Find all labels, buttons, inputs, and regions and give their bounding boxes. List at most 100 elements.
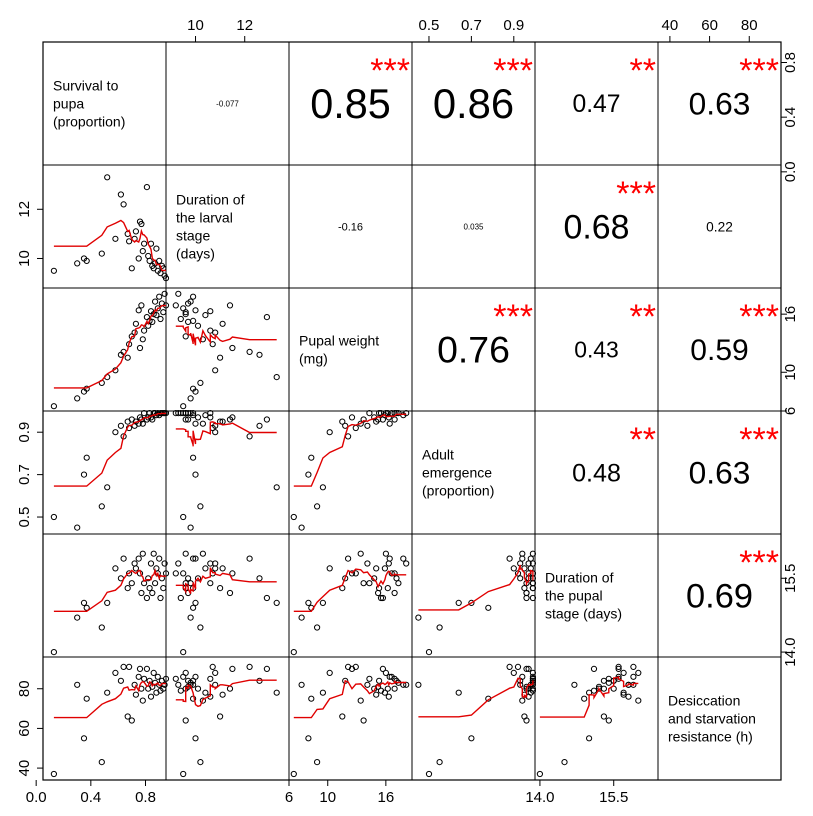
- scatter-point: [308, 454, 315, 461]
- smooth-line: [418, 677, 534, 718]
- scatter-point: [352, 570, 359, 577]
- diagonal-label-line: Duration of: [176, 192, 245, 208]
- scatter-point: [153, 312, 160, 319]
- scatter-point: [376, 410, 383, 417]
- scatter-point: [194, 322, 202, 329]
- scatter-point: [529, 669, 537, 677]
- scatter-point: [373, 565, 380, 572]
- scatter-point: [80, 471, 88, 478]
- scatter-point: [143, 184, 150, 191]
- scatter-point: [377, 594, 385, 602]
- scatter-point: [529, 594, 537, 602]
- scatter-point: [128, 717, 135, 724]
- scatter-point: [156, 257, 163, 264]
- scatter-point: [217, 585, 224, 592]
- scatter-point: [145, 252, 152, 260]
- smooth-line: [53, 304, 166, 389]
- scatter-point: [375, 589, 382, 597]
- scatter-point: [194, 414, 202, 421]
- scatter-point: [143, 594, 150, 602]
- scatter-point: [131, 681, 138, 688]
- scatter-point: [187, 614, 194, 621]
- scatter-point: [625, 693, 632, 700]
- scatter-point: [175, 410, 182, 417]
- top-axis-tick-label: 0.5: [419, 17, 440, 34]
- scatter-point: [376, 677, 383, 684]
- scatter-point: [386, 420, 393, 427]
- scatter-point: [298, 614, 305, 621]
- scatter-point: [290, 513, 297, 521]
- correlation-value: 0.85: [310, 81, 391, 127]
- scatter-point: [207, 675, 214, 682]
- scatter-point: [187, 524, 194, 531]
- scatter-point: [182, 309, 189, 316]
- scatter-point: [360, 580, 367, 587]
- correlation-value: 0.59: [690, 334, 748, 367]
- scatter-point: [197, 379, 204, 386]
- correlation-value: 0.48: [572, 459, 621, 487]
- significance-stars: ***: [739, 544, 779, 582]
- scatter-point: [207, 308, 214, 315]
- scatter-point: [192, 555, 199, 562]
- scatter-point: [172, 675, 179, 682]
- scatter-point: [263, 665, 270, 673]
- scatter-point: [605, 717, 612, 724]
- scatter-point: [138, 220, 145, 228]
- left-axis-tick-label: 0.5: [16, 507, 33, 528]
- smooth-line: [293, 679, 407, 719]
- scatter-point: [342, 575, 349, 582]
- scatter-point: [131, 560, 138, 567]
- correlation-value: 0.76: [437, 329, 510, 371]
- scatter-point: [192, 735, 199, 742]
- scatter-point: [126, 570, 133, 577]
- correlation-value: 0.035: [463, 222, 484, 231]
- scatter-point: [153, 245, 160, 252]
- scatter-point: [615, 675, 622, 682]
- scatter-point: [403, 410, 410, 417]
- scatter-point: [256, 351, 263, 358]
- scatter-point: [319, 484, 326, 491]
- left-axis-tick-label: 0.9: [16, 422, 33, 443]
- scatter-point: [391, 416, 398, 423]
- top-axis-tick-label: 80: [741, 17, 758, 34]
- smooth-line: [293, 413, 407, 487]
- scatter-point: [217, 354, 224, 361]
- scatter-point: [185, 416, 192, 423]
- scatter-point: [523, 665, 530, 673]
- scatter-point: [199, 336, 206, 343]
- scatter-point: [209, 341, 216, 348]
- left-axis-tick-label: 0.7: [16, 464, 33, 485]
- scatter-point: [149, 416, 156, 423]
- scatter-point: [519, 697, 526, 704]
- scatter-point: [514, 663, 522, 671]
- diagonal-label-line: Pupal weight: [299, 333, 379, 349]
- scatter-point: [160, 585, 167, 592]
- scatter-point: [226, 589, 234, 597]
- scatter-point: [182, 550, 189, 557]
- correlation-value: 0.69: [686, 578, 753, 616]
- scatter-point: [273, 484, 280, 491]
- scatter-point: [172, 570, 179, 577]
- scatter-point: [226, 302, 234, 309]
- smooth-line: [175, 679, 277, 708]
- scatter-point: [207, 410, 214, 417]
- scatter-point: [523, 717, 530, 724]
- scatter-point: [197, 503, 204, 510]
- scatter-point: [339, 418, 346, 425]
- scatter-point: [104, 174, 111, 181]
- scatter-point: [190, 412, 197, 419]
- scatter-point: [455, 599, 462, 607]
- scatter-point: [305, 599, 312, 607]
- scatter-point: [192, 471, 199, 478]
- scatter-point: [415, 614, 422, 621]
- scatter-point: [185, 318, 192, 325]
- scatter-point: [98, 624, 105, 631]
- scatter-point: [620, 689, 627, 696]
- scatter-point: [348, 414, 356, 421]
- scatter-point: [273, 599, 280, 607]
- scatter-point: [80, 599, 88, 607]
- scatter-point: [104, 484, 111, 491]
- scatter-point: [326, 565, 333, 572]
- scatter-point: [273, 374, 280, 381]
- scatter-point: [290, 649, 297, 656]
